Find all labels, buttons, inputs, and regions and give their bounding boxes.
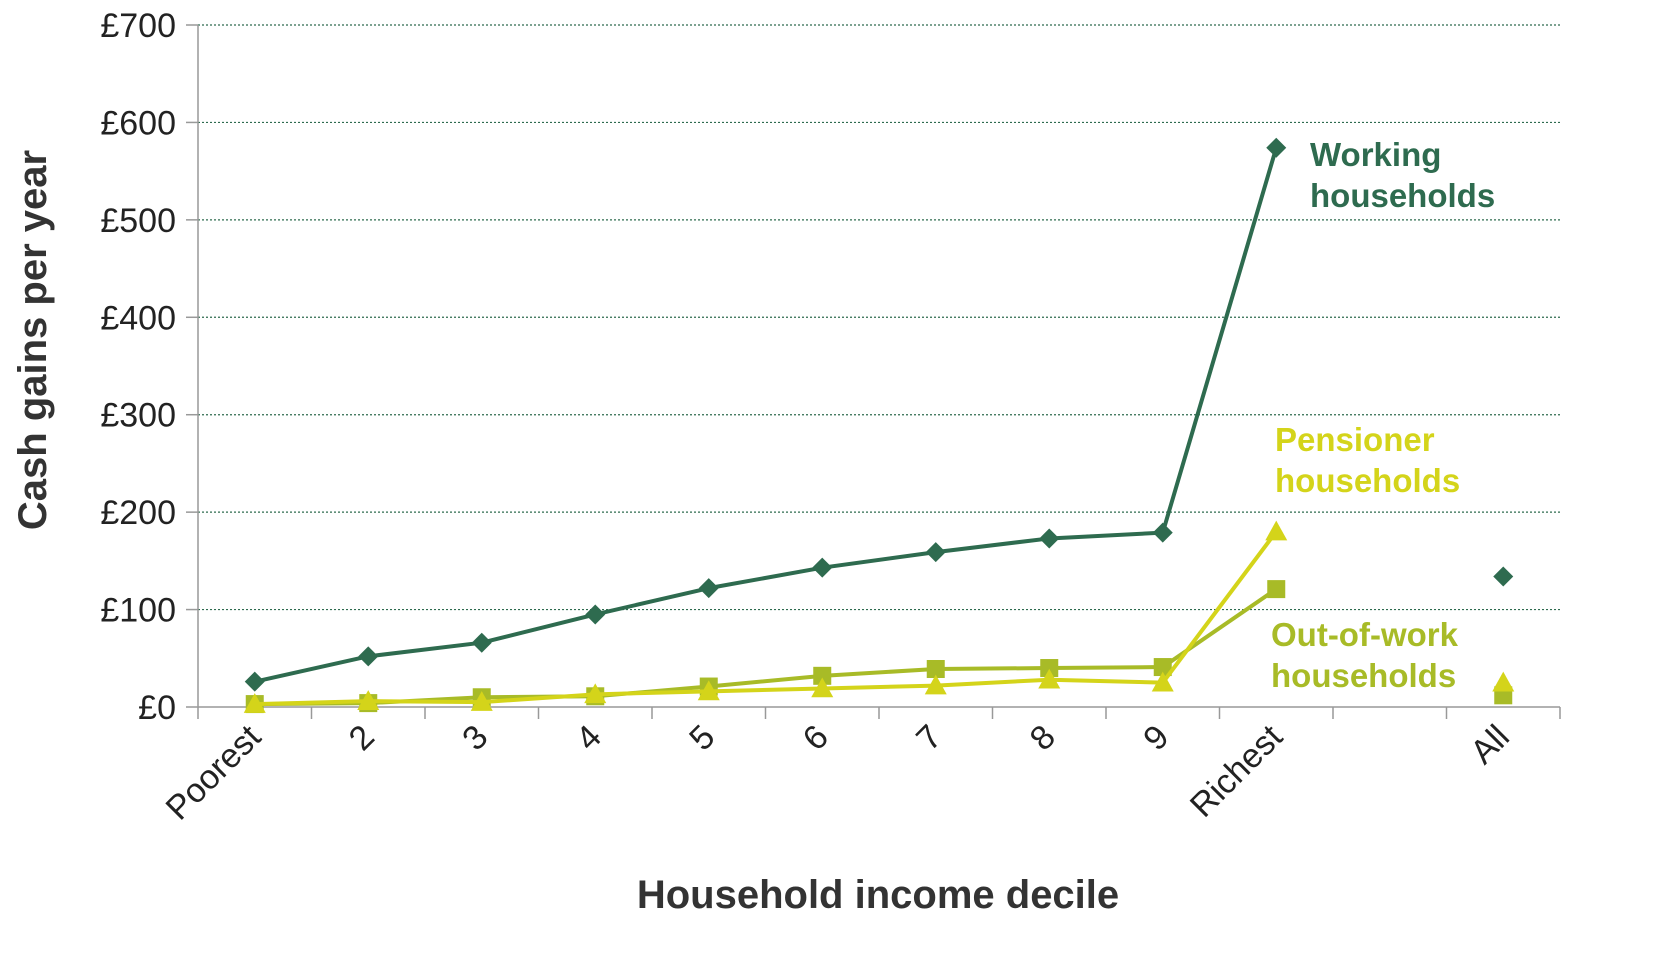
x-tick-label: 7	[909, 718, 949, 758]
axes	[186, 24, 1561, 719]
data-point-diamond	[471, 632, 492, 653]
gridlines	[198, 24, 1560, 611]
data-point-triangle	[243, 693, 266, 713]
data-point-diamond	[1266, 137, 1287, 158]
data-point-square	[1040, 659, 1059, 678]
x-tick-label: 8	[1023, 718, 1063, 758]
y-tick-label: £500	[100, 202, 176, 240]
x-tick-label: 3	[455, 718, 495, 758]
data-point-diamond	[1493, 566, 1514, 587]
series-label-line: households	[1275, 462, 1460, 499]
y-tick-label: £0	[138, 689, 176, 727]
data-point-diamond	[585, 604, 606, 625]
data-point-triangle	[584, 683, 607, 704]
y-tick-labels: £0 £100 £200 £300 £400 £500 £600 £700	[100, 7, 176, 727]
data-point-triangle	[1038, 668, 1061, 689]
series-line	[254, 587, 1278, 707]
data-point-triangle	[1151, 671, 1174, 692]
data-point-square	[1153, 658, 1172, 677]
x-tick-label: 9	[1136, 718, 1176, 758]
data-point-square	[813, 666, 832, 685]
data-point-diamond	[244, 671, 265, 692]
y-tick-label: £300	[100, 397, 176, 435]
x-tick-label: Richest	[1183, 717, 1290, 824]
x-tick-label: Poorest	[159, 717, 269, 827]
data-point-triangle	[1492, 671, 1515, 692]
series-label-text: Out-of-work households	[1271, 616, 1459, 694]
x-tick-label: 2	[342, 718, 382, 758]
y-tick-label: £200	[100, 494, 176, 532]
data-point-triangle	[924, 674, 947, 695]
data-point-diamond	[1039, 528, 1060, 549]
series-label-line: Pensioner	[1275, 421, 1435, 458]
data-point-triangle	[811, 677, 834, 698]
series-working-households	[244, 137, 1514, 692]
data-point-diamond	[812, 557, 833, 578]
data-point-triangle	[357, 690, 380, 710]
y-tick-label: £100	[100, 592, 176, 630]
series-label-line: households	[1271, 657, 1456, 694]
x-axis-title: Household income decile	[637, 873, 1119, 917]
x-tick-label: 6	[796, 718, 836, 758]
data-point-triangle	[697, 680, 720, 701]
series-line	[254, 147, 1279, 684]
data-point-diamond	[925, 542, 946, 563]
y-tick-label: £700	[100, 7, 176, 45]
data-point-square	[1267, 580, 1286, 599]
x-tick-label: 4	[569, 718, 609, 758]
series-line	[254, 530, 1278, 707]
series-label-line: Working	[1310, 136, 1441, 173]
x-tick-label: All	[1463, 718, 1517, 772]
series-pensioner-households	[243, 520, 1515, 713]
x-tick-label: 5	[682, 718, 722, 758]
y-tick-label: £600	[100, 104, 176, 142]
series-label-text: Working households	[1310, 136, 1495, 214]
x-tick-labels: Poorest 2 3 4 5 6 7 8 9 Richest All	[159, 717, 1517, 827]
y-axis-title: Cash gains per year	[11, 150, 55, 530]
series-label-text: Pensioner households	[1275, 421, 1460, 499]
series-label-line: Out-of-work	[1271, 616, 1459, 653]
data-point-diamond	[1152, 522, 1173, 543]
series-label-line: households	[1310, 177, 1495, 214]
data-point-triangle	[1265, 520, 1288, 541]
data-point-diamond	[698, 578, 719, 599]
data-point-triangle	[470, 691, 493, 711]
data-point-diamond	[358, 646, 379, 667]
data-point-square	[926, 660, 945, 679]
series	[243, 137, 1515, 714]
y-tick-label: £400	[100, 299, 176, 337]
